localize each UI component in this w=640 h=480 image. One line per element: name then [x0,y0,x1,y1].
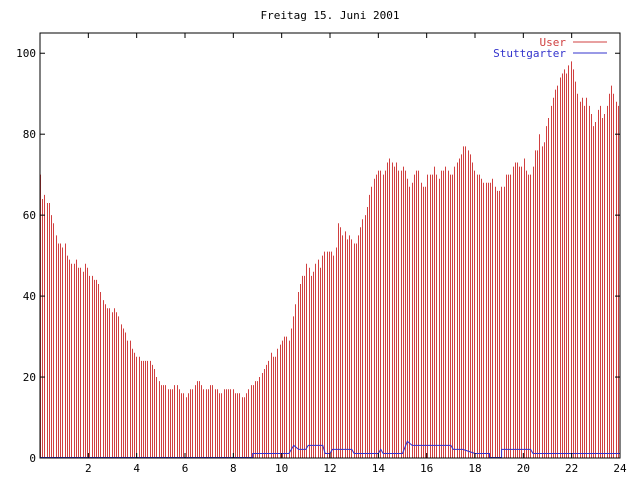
x-tick-label: 14 [372,462,386,475]
x-tick-label: 20 [517,462,530,475]
legend-label-user: User [540,36,567,49]
x-tick-label: 22 [565,462,578,475]
y-tick-label: 100 [16,47,36,60]
x-tick-label: 8 [230,462,237,475]
x-tick-label: 6 [182,462,189,475]
x-tick-label: 12 [323,462,336,475]
x-axis: 2 4 6 8 10 12 14 16 18 20 22 24 [85,33,627,475]
user-series-bars [40,61,619,458]
chart-title: Freitag 15. Juni 2001 [260,9,399,22]
legend-label-stuttgarter: Stuttgarter [493,47,566,60]
stuttgarter-series-line [40,440,620,458]
legend: User Stuttgarter [493,36,607,60]
x-tick-label: 4 [133,462,140,475]
x-tick-label: 2 [85,462,92,475]
x-tick-label: 16 [420,462,433,475]
y-tick-label: 60 [23,209,36,222]
y-axis: 0 20 40 60 80 100 [16,47,620,465]
y-tick-label: 80 [23,128,36,141]
y-tick-label: 20 [23,371,36,384]
x-tick-label: 18 [468,462,481,475]
y-tick-label: 40 [23,290,36,303]
x-tick-label: 24 [613,462,627,475]
y-tick-label: 0 [29,452,36,465]
x-tick-label: 10 [275,462,288,475]
